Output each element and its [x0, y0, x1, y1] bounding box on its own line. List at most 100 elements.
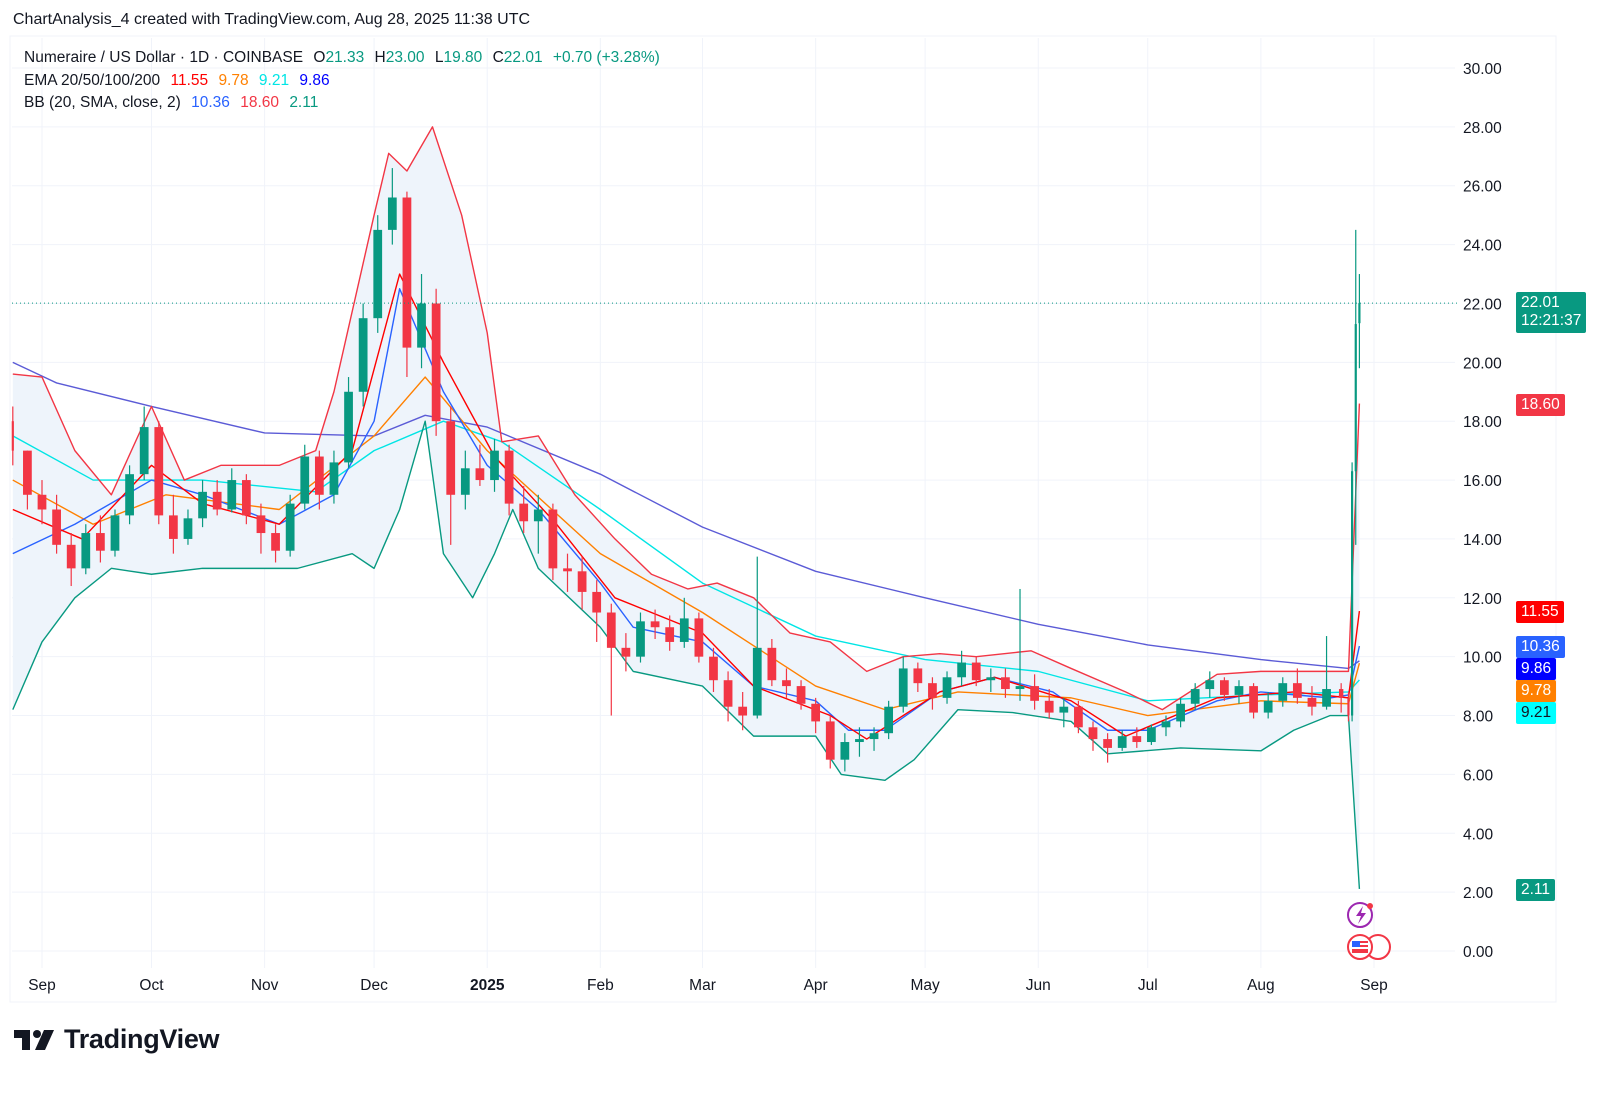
candle-body — [971, 662, 981, 681]
candle-body — [986, 677, 996, 681]
time-tick-label: Jun — [1026, 977, 1051, 994]
candle-body — [709, 656, 718, 681]
candle — [1044, 689, 1054, 719]
last-price-value: 22.01 — [1521, 294, 1560, 311]
candle-body — [855, 739, 864, 743]
ema50-price-label: 9.78 — [1516, 680, 1557, 702]
bollinger-band-fill — [12, 126, 1360, 889]
candle-body — [329, 462, 339, 495]
candle — [592, 580, 602, 642]
candle-body — [723, 680, 733, 707]
candle-body — [1263, 700, 1273, 713]
candle-body — [1354, 324, 1357, 472]
candle — [723, 671, 733, 722]
candle — [460, 450, 470, 510]
candle — [636, 612, 645, 663]
candle-body — [1249, 686, 1258, 713]
ema-legend-row[interactable]: EMA 20/50/100/200 11.55 9.78 9.21 9.86 — [24, 70, 666, 93]
price-tick-label: 4.00 — [1463, 826, 1494, 843]
candle — [1292, 668, 1302, 704]
candle-body — [256, 515, 266, 534]
candle-body — [1132, 736, 1142, 743]
last-price-label: 22.01 12:21:37 — [1516, 292, 1587, 333]
candle-body — [636, 621, 645, 657]
candle — [417, 274, 426, 369]
candle-body — [694, 618, 704, 657]
candle — [913, 662, 923, 692]
candle — [1030, 674, 1039, 710]
candle-body — [344, 391, 353, 463]
time-tick-label: Dec — [360, 977, 388, 994]
time-tick-label: 2025 — [470, 977, 505, 994]
candle — [329, 450, 339, 504]
candle — [125, 465, 134, 525]
candle-body — [548, 509, 558, 569]
candle — [1190, 683, 1200, 710]
candle — [490, 438, 499, 492]
ema200-line — [12, 361, 1360, 670]
candle-body — [96, 533, 105, 551]
candle — [241, 474, 251, 525]
candle-body — [198, 491, 207, 519]
candle — [110, 509, 120, 557]
candle-body — [460, 468, 470, 495]
bb-basis-value: 10.36 — [191, 94, 230, 111]
candle — [563, 553, 572, 592]
price-tick-label: 2.00 — [1463, 885, 1494, 902]
candle-body — [621, 647, 631, 657]
candle-body — [314, 456, 324, 495]
candle-body — [11, 421, 14, 451]
candle-body — [1338, 689, 1344, 698]
bb-legend-row[interactable]: BB (20, SMA, close, 2) 10.36 18.60 2.11 — [24, 92, 666, 115]
candle-body — [1234, 686, 1244, 695]
candle — [782, 668, 791, 698]
candle-body — [417, 303, 426, 348]
bb-upper-price-label: 18.60 — [1516, 394, 1565, 416]
candle-body — [767, 647, 777, 681]
us-flag-event-icon[interactable] — [1347, 934, 1391, 960]
candle — [533, 494, 543, 554]
time-tick-label: Jul — [1138, 977, 1158, 994]
change-value: +0.70 (+3.28%) — [552, 49, 660, 66]
tradingview-logo[interactable]: TradingView — [14, 1024, 220, 1055]
candle-body — [928, 683, 937, 698]
time-axis[interactable]: Sep Oct Nov Dec 2025 Feb Mar Apr May Jun Jul Aug Sep — [28, 977, 1388, 994]
price-tick-label: 10.00 — [1463, 650, 1502, 667]
candle-body — [504, 450, 514, 504]
candle-body — [1088, 727, 1098, 740]
tradingview-wordmark: TradingView — [64, 1024, 220, 1054]
candle — [928, 677, 937, 710]
candle-body — [1001, 677, 1010, 690]
candle-body — [825, 721, 835, 760]
candles — [11, 168, 1361, 772]
candle-body — [606, 612, 616, 648]
candle — [1103, 733, 1112, 763]
candle-body — [869, 733, 879, 740]
candle-body — [168, 515, 178, 539]
candle — [621, 633, 631, 672]
lightning-event-icon[interactable] — [1347, 902, 1373, 928]
candle — [577, 556, 587, 610]
candle — [1059, 697, 1069, 728]
candle — [679, 597, 689, 648]
candle — [694, 612, 704, 663]
candle — [402, 191, 412, 378]
candle-body — [475, 468, 485, 481]
candle — [154, 421, 164, 525]
candle-body — [402, 197, 412, 348]
candle — [1117, 730, 1127, 751]
candle-body — [271, 533, 280, 551]
price-axis[interactable]: 0.00 2.00 4.00 6.00 8.00 10.00 12.00 14.00 16.00… — [1463, 61, 1502, 961]
candle — [1147, 724, 1156, 745]
symbol-legend-row[interactable]: Numeraire / US Dollar · 1D · COINBASE O2… — [24, 47, 666, 70]
candle-body — [358, 318, 368, 392]
candle — [23, 450, 32, 510]
candle-body — [840, 742, 850, 760]
candle-body — [81, 533, 91, 569]
candle-body — [23, 450, 32, 495]
candle — [1278, 677, 1288, 707]
candle — [767, 639, 777, 687]
price-tick-label: 12.00 — [1463, 591, 1502, 608]
candle — [271, 524, 280, 563]
